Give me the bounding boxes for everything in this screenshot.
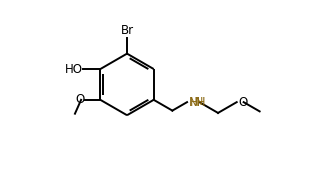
Text: Br: Br — [121, 24, 133, 37]
Text: H: H — [190, 96, 199, 109]
Text: HO: HO — [65, 63, 83, 76]
Text: O: O — [238, 96, 247, 109]
Text: O: O — [75, 93, 84, 106]
Text: NH: NH — [189, 96, 206, 109]
Text: N: N — [195, 97, 203, 107]
